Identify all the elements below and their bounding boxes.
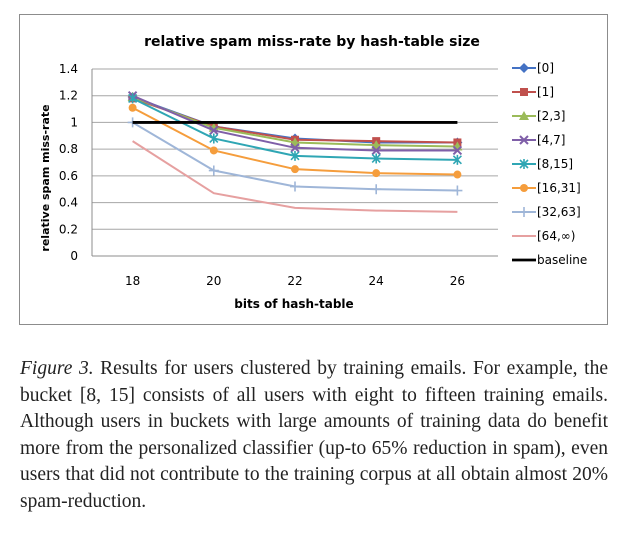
y-axis-label: relative spam miss-rate <box>39 104 52 251</box>
legend-item: [4,7] <box>512 133 565 147</box>
legend-item: [1] <box>512 85 554 99</box>
figure-caption: Figure 3. Results for users clustered by… <box>20 356 608 516</box>
legend-marker <box>519 135 529 145</box>
legend-marker <box>519 207 529 217</box>
chart-frame: relative spam miss-rate by hash-table si… <box>19 14 608 325</box>
data-point <box>290 150 300 161</box>
series-line <box>132 140 458 213</box>
y-tick-label: 0 <box>70 249 78 263</box>
data-point <box>371 145 381 156</box>
data-point <box>452 145 463 156</box>
legend-label: [1] <box>537 85 554 99</box>
legend-label: [0] <box>537 61 554 75</box>
x-axis-label: bits of hash-table <box>234 297 353 311</box>
legend-item: [8,15] <box>512 157 573 171</box>
legend-item: [64,∞) <box>512 229 575 243</box>
data-point <box>209 146 218 155</box>
chart-title: relative spam miss-rate by hash-table si… <box>144 34 480 50</box>
legend-item: [32,63] <box>512 205 581 219</box>
legend-label: [16,31] <box>537 181 581 195</box>
y-tick-labels: 0 0.2 0.4 0.6 0.8 1 1.2 1.4 <box>59 62 78 263</box>
legend-item: [16,31] <box>512 181 581 195</box>
gridlines <box>91 68 498 257</box>
y-tick-label: 1.2 <box>59 89 78 103</box>
data-point <box>371 153 381 164</box>
legend: [0] [1] [2,3] [4,7] [8,15] [16,31] [32,63] [64,… <box>512 61 587 267</box>
data-point <box>371 184 382 195</box>
data-point <box>452 154 462 165</box>
data-point <box>208 165 219 176</box>
data-point <box>128 103 137 112</box>
x-tick-label: 26 <box>450 274 465 288</box>
x-tick-label: 22 <box>287 274 302 288</box>
series-7 <box>132 140 458 213</box>
legend-marker <box>519 159 529 169</box>
data-point <box>128 93 138 104</box>
line-chart: relative spam miss-rate by hash-table si… <box>39 34 587 311</box>
data-point <box>209 133 219 144</box>
y-tick-label: 0.8 <box>59 142 78 156</box>
legend-label: [4,7] <box>537 133 565 147</box>
series-5 <box>128 103 462 179</box>
legend-marker <box>519 63 529 73</box>
data-point <box>291 165 299 174</box>
x-tick-labels: 18 20 22 24 26 <box>125 274 465 288</box>
legend-label: [8,15] <box>537 157 573 171</box>
y-tick-label: 1 <box>70 115 78 129</box>
data-point <box>290 143 300 153</box>
x-tick-label: 18 <box>125 274 140 288</box>
x-tick-label: 24 <box>369 274 384 288</box>
data-point <box>209 125 219 136</box>
data-point <box>372 169 381 178</box>
legend-item: [2,3] <box>512 109 565 123</box>
data-point <box>452 185 463 196</box>
legend-marker <box>519 111 529 120</box>
legend-label: baseline <box>537 253 587 267</box>
series-lines <box>127 91 463 213</box>
legend-label: [64,∞) <box>537 229 575 243</box>
data-point <box>290 181 300 192</box>
y-tick-label: 0.6 <box>59 169 78 183</box>
caption-text: Results for users clustered by training … <box>20 358 608 512</box>
legend-label: [2,3] <box>537 109 565 123</box>
legend-label: [32,63] <box>537 205 581 219</box>
series-4 <box>128 93 462 165</box>
y-tick-label: 0.4 <box>59 196 78 210</box>
y-tick-label: 0.2 <box>59 222 78 236</box>
x-tick-label: 20 <box>206 274 221 288</box>
legend-marker <box>520 184 528 192</box>
legend-item: baseline <box>512 253 587 267</box>
figure-label: Figure 3. <box>20 358 94 379</box>
y-tick-label: 1.4 <box>59 62 78 76</box>
legend-item: [0] <box>512 61 554 75</box>
data-point <box>453 170 462 179</box>
legend-marker <box>520 88 528 96</box>
